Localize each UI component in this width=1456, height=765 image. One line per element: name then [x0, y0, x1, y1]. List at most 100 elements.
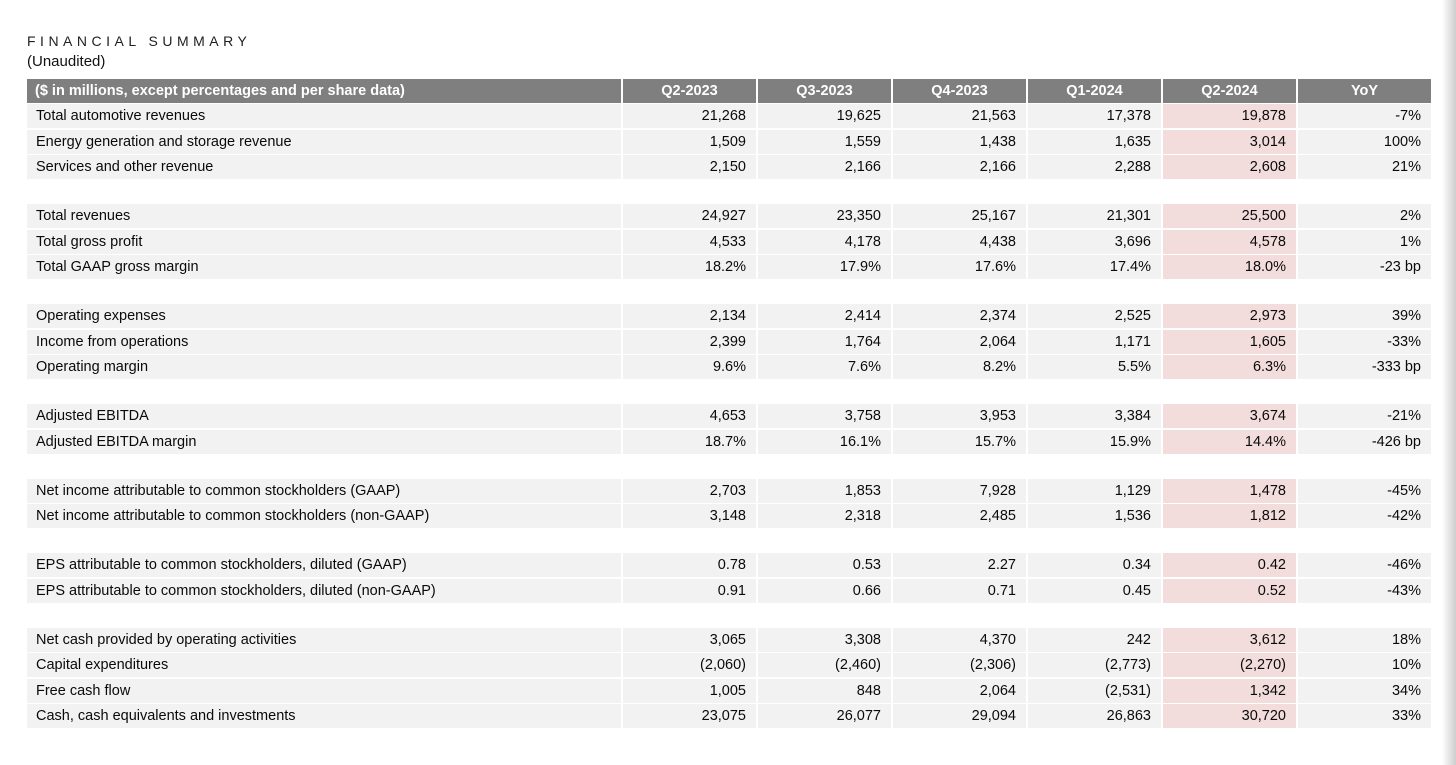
row-label: Operating expenses: [27, 304, 621, 329]
cell-q2-2023: 4,533: [623, 229, 756, 254]
cell-q1-2024: 3,696: [1028, 229, 1161, 254]
table-row: Net income attributable to common stockh…: [27, 504, 1431, 529]
header-cell-yoy: YoY: [1298, 79, 1431, 103]
cell-q3-2023: 2,166: [758, 155, 891, 180]
table-row: Adjusted EBITDA 4,653 3,758 3,953 3,384 3,674…: [27, 404, 1431, 429]
cell-q2-2024: 25,500: [1163, 204, 1296, 229]
cell-yoy: -333 bp: [1298, 355, 1431, 380]
cell-q1-2024: (2,531): [1028, 678, 1161, 703]
cell-q2-2023: 3,065: [623, 628, 756, 653]
header-cell-q3-2023: Q3-2023: [758, 79, 891, 103]
cell-q2-2024: 1,342: [1163, 678, 1296, 703]
table-row: Operating margin 9.6% 7.6% 8.2% 5.5% 6.3% -333…: [27, 355, 1431, 380]
row-label: Services and other revenue: [27, 155, 621, 180]
table-header-label: ($ in millions, except percentages and p…: [27, 79, 621, 103]
cell-q1-2024: 0.45: [1028, 578, 1161, 603]
cell-q1-2024: 2,288: [1028, 155, 1161, 180]
row-label: Adjusted EBITDA margin: [27, 429, 621, 454]
cell-q4-2023: 2.27: [893, 553, 1026, 578]
row-label: Free cash flow: [27, 678, 621, 703]
cell-q2-2024: 19,878: [1163, 104, 1296, 129]
cell-q4-2023: 25,167: [893, 204, 1026, 229]
cell-q1-2024: (2,773): [1028, 653, 1161, 678]
header-cell-q2-2024: Q2-2024: [1163, 79, 1296, 103]
cell-q1-2024: 3,384: [1028, 404, 1161, 429]
table-row: Capital expenditures (2,060) (2,460) (2,306…: [27, 653, 1431, 678]
row-label: Total automotive revenues: [27, 104, 621, 129]
cell-yoy: 100%: [1298, 129, 1431, 154]
cell-q3-2023: 4,178: [758, 229, 891, 254]
row-label: Net income attributable to common stockh…: [27, 504, 621, 529]
cell-q2-2024: 6.3%: [1163, 355, 1296, 380]
table-group: Net income attributable to common stockh…: [27, 478, 1431, 529]
cell-q2-2024: 0.52: [1163, 578, 1296, 603]
cell-q3-2023: 23,350: [758, 204, 891, 229]
cell-q2-2024: 14.4%: [1163, 429, 1296, 454]
table-row: Income from operations 2,399 1,764 2,064 1,1…: [27, 329, 1431, 354]
table-row: EPS attributable to common stockholders,…: [27, 553, 1431, 578]
cell-q1-2024: 17.4%: [1028, 255, 1161, 280]
row-label: Adjusted EBITDA: [27, 404, 621, 429]
cell-q3-2023: 2,318: [758, 504, 891, 529]
cell-q2-2023: 0.91: [623, 578, 756, 603]
cell-q3-2023: 19,625: [758, 104, 891, 129]
cell-yoy: 33%: [1298, 704, 1431, 729]
cell-q3-2023: 0.53: [758, 553, 891, 578]
cell-q4-2023: 4,438: [893, 229, 1026, 254]
cell-q1-2024: 242: [1028, 628, 1161, 653]
cell-q2-2023: 0.78: [623, 553, 756, 578]
cell-q2-2024: 0.42: [1163, 553, 1296, 578]
page-edge-shadow: [1442, 0, 1456, 765]
cell-q2-2024: 1,812: [1163, 504, 1296, 529]
cell-q2-2023: 2,399: [623, 329, 756, 354]
cell-q2-2023: 1,005: [623, 678, 756, 703]
table-row: Total GAAP gross margin 18.2% 17.9% 17.6% 17…: [27, 255, 1431, 280]
cell-q4-2023: 2,064: [893, 678, 1026, 703]
cell-yoy: -45%: [1298, 478, 1431, 503]
cell-q4-2023: 2,166: [893, 155, 1026, 180]
table-row: Adjusted EBITDA margin 18.7% 16.1% 15.7% 15.…: [27, 429, 1431, 454]
row-label: Total gross profit: [27, 229, 621, 254]
cell-yoy: 39%: [1298, 304, 1431, 329]
cell-q3-2023: 3,308: [758, 628, 891, 653]
cell-yoy: -43%: [1298, 578, 1431, 603]
cell-q3-2023: 2,414: [758, 304, 891, 329]
cell-q2-2023: 21,268: [623, 104, 756, 129]
cell-yoy: 34%: [1298, 678, 1431, 703]
table-row: Services and other revenue 2,150 2,166 2,16…: [27, 155, 1431, 180]
cell-q3-2023: 7.6%: [758, 355, 891, 380]
table-header-row: ($ in millions, except percentages and p…: [27, 79, 1431, 103]
cell-q2-2023: 18.2%: [623, 255, 756, 280]
cell-q4-2023: 1,438: [893, 129, 1026, 154]
cell-q1-2024: 1,171: [1028, 329, 1161, 354]
cell-q4-2023: 0.71: [893, 578, 1026, 603]
cell-q1-2024: 0.34: [1028, 553, 1161, 578]
cell-yoy: -7%: [1298, 104, 1431, 129]
table-group: Total revenues 24,927 23,350 25,167 21,301 25…: [27, 204, 1431, 280]
cell-q2-2023: 1,509: [623, 129, 756, 154]
table-group: Operating expenses 2,134 2,414 2,374 2,525 2,…: [27, 304, 1431, 380]
row-label: Total GAAP gross margin: [27, 255, 621, 280]
cell-yoy: -23 bp: [1298, 255, 1431, 280]
cell-q2-2024: 1,478: [1163, 478, 1296, 503]
cell-yoy: -46%: [1298, 553, 1431, 578]
header-cell-q2-2023: Q2-2023: [623, 79, 756, 103]
row-label: Energy generation and storage revenue: [27, 129, 621, 154]
cell-q3-2023: 1,764: [758, 329, 891, 354]
cell-q2-2023: 9.6%: [623, 355, 756, 380]
cell-q2-2024: 2,608: [1163, 155, 1296, 180]
cell-q2-2023: 18.7%: [623, 429, 756, 454]
financial-summary-table: ($ in millions, except percentages and p…: [27, 79, 1431, 729]
cell-q2-2023: 3,148: [623, 504, 756, 529]
cell-yoy: 18%: [1298, 628, 1431, 653]
row-label: EPS attributable to common stockholders,…: [27, 578, 621, 603]
cell-q3-2023: 1,853: [758, 478, 891, 503]
cell-q4-2023: 15.7%: [893, 429, 1026, 454]
cell-yoy: 10%: [1298, 653, 1431, 678]
cell-yoy: -42%: [1298, 504, 1431, 529]
header-cell-q1-2024: Q1-2024: [1028, 79, 1161, 103]
cell-q2-2023: 2,134: [623, 304, 756, 329]
cell-q4-2023: 7,928: [893, 478, 1026, 503]
cell-yoy: 2%: [1298, 204, 1431, 229]
table-group: Adjusted EBITDA 4,653 3,758 3,953 3,384 3,674…: [27, 404, 1431, 454]
